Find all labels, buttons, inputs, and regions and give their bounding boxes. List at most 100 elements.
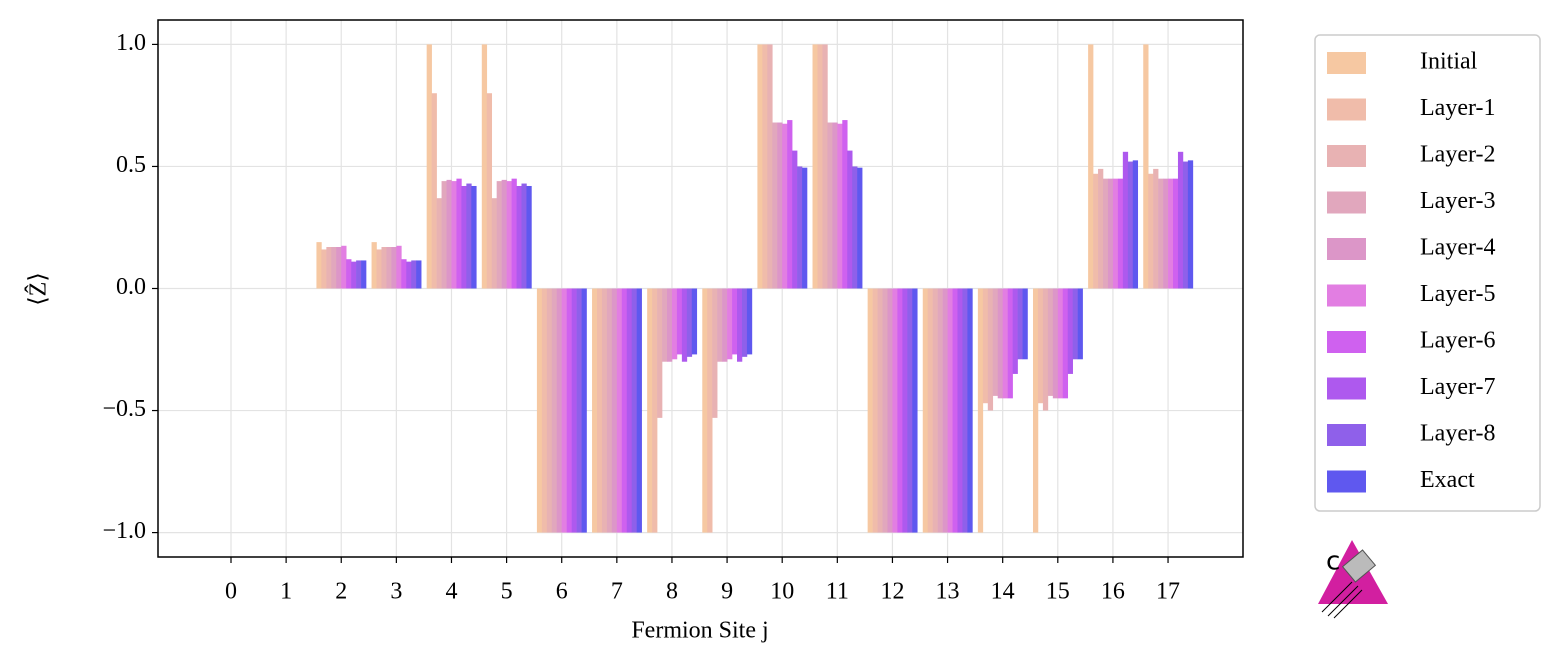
bar (952, 288, 958, 533)
bar (431, 93, 437, 289)
legend-label: Layer-3 (1420, 188, 1495, 214)
bar (907, 288, 913, 533)
y-tick-label: 0.5 (116, 152, 146, 178)
legend-swatch (1327, 98, 1366, 121)
bar (857, 167, 863, 289)
bar (827, 122, 833, 289)
legend-label: Initial (1420, 49, 1478, 75)
x-tick-label: 14 (991, 579, 1015, 605)
bar (386, 247, 392, 289)
x-tick-label: 12 (880, 579, 904, 605)
bar (571, 288, 577, 533)
bar (1002, 288, 1008, 399)
legend-swatch (1327, 470, 1366, 493)
bar (842, 120, 848, 289)
x-tick-label: 6 (556, 579, 568, 605)
bar (496, 181, 502, 289)
bar (912, 288, 918, 533)
bar (967, 288, 973, 533)
bar (551, 288, 558, 533)
bar (741, 288, 748, 357)
bar (1112, 178, 1119, 289)
bar (787, 120, 793, 289)
bar (882, 288, 888, 533)
bar (391, 247, 397, 289)
legend-swatch (1327, 191, 1366, 214)
bar (746, 288, 753, 355)
bar (1153, 168, 1159, 289)
bar (666, 288, 673, 362)
legend-swatch (1327, 377, 1366, 400)
bar (727, 288, 733, 360)
bar (777, 122, 783, 289)
bar (596, 288, 603, 533)
bar (592, 288, 598, 533)
bar (676, 288, 683, 355)
bar (992, 288, 999, 396)
bar (626, 288, 633, 533)
bar (1007, 288, 1013, 399)
bar (987, 288, 994, 411)
bar (611, 288, 618, 533)
bar (671, 288, 678, 360)
legend-swatch (1327, 52, 1366, 74)
bar (486, 93, 493, 289)
bar (1047, 288, 1054, 396)
bar (887, 288, 893, 533)
legend-label: Layer-5 (1420, 281, 1495, 307)
x-tick-label: 11 (826, 579, 849, 605)
bar (356, 260, 362, 289)
bar (351, 261, 357, 289)
bar (441, 181, 447, 289)
y-axis-label: ⟨Ẑ⟩ (26, 272, 52, 305)
bar (396, 245, 402, 289)
bar (1032, 288, 1039, 533)
bar (1072, 288, 1078, 360)
bar (616, 288, 623, 533)
legend-label: Layer-8 (1420, 421, 1495, 447)
bar (897, 288, 903, 533)
x-tick-label: 1 (280, 579, 292, 605)
x-tick-label: 7 (611, 579, 623, 605)
bar (1077, 288, 1083, 360)
bar (521, 183, 527, 289)
bar (456, 178, 462, 289)
bar (772, 122, 778, 289)
bar (782, 123, 788, 289)
bar (802, 167, 808, 289)
bar (491, 198, 497, 289)
bar (1062, 288, 1069, 399)
bar (1177, 151, 1184, 289)
bar (526, 185, 532, 289)
legend-label: Layer-7 (1420, 374, 1495, 400)
bar (401, 259, 407, 289)
y-tick-label: −1.0 (102, 518, 146, 544)
bar (561, 288, 567, 533)
bar (451, 181, 457, 289)
bar (852, 166, 858, 289)
bar (997, 288, 1003, 399)
bar (346, 259, 352, 289)
bar (647, 288, 653, 533)
bar (1122, 151, 1129, 289)
bar (1093, 173, 1099, 289)
x-axis-label: Fermion Site j (631, 618, 768, 644)
bar (847, 150, 853, 289)
bar (566, 288, 572, 533)
bar (702, 288, 708, 533)
logo: c (1318, 540, 1388, 619)
bar (546, 288, 553, 533)
bar (877, 288, 883, 533)
bar (1148, 173, 1154, 289)
bar (436, 198, 442, 289)
bar (1042, 288, 1049, 411)
bar (406, 261, 412, 289)
bar (516, 185, 522, 289)
bar (321, 249, 327, 289)
bar (712, 288, 718, 418)
bar (657, 288, 663, 418)
bar (1052, 288, 1059, 399)
bar (581, 288, 587, 533)
bar (1127, 161, 1134, 289)
x-tick-label: 9 (721, 579, 733, 605)
